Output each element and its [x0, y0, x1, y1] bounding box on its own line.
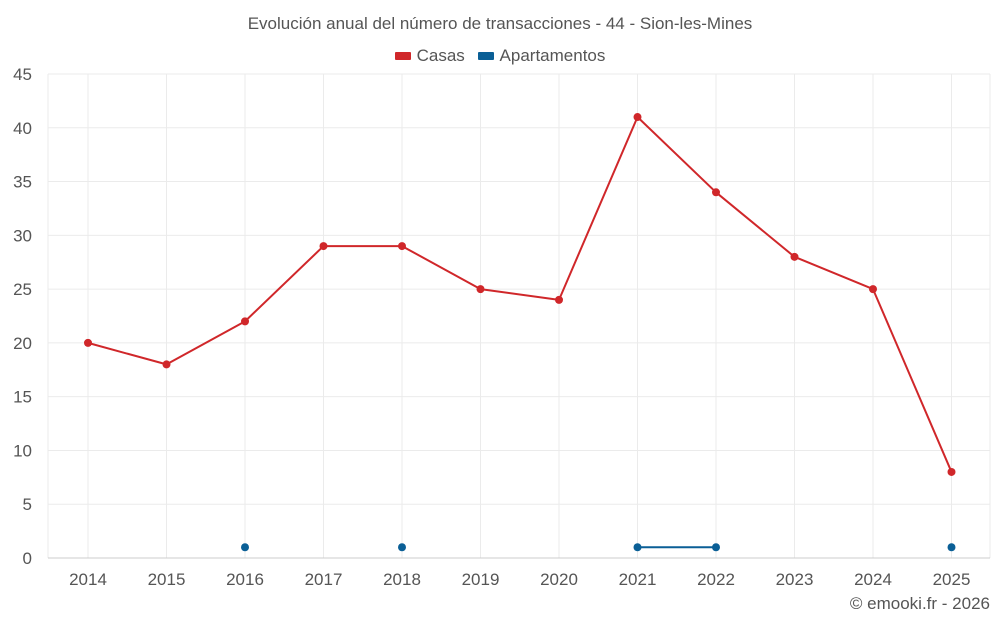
data-point-casas: [869, 285, 877, 294]
data-point-apartamentos: [241, 543, 249, 552]
data-point-casas: [84, 338, 92, 347]
y-tick-label: 30: [13, 226, 32, 245]
series-line-casas: [244, 245, 325, 323]
y-tick-label: 40: [13, 119, 32, 138]
data-point-casas: [790, 252, 799, 261]
y-tick-label: 0: [23, 549, 32, 568]
data-point-casas: [712, 188, 720, 197]
legend-swatch-apartamentos: [477, 52, 494, 60]
series-line-casas: [87, 341, 168, 366]
legend-item-casas[interactable]: Casas: [394, 46, 465, 66]
legend-label-apartamentos: Apartamentos: [499, 46, 606, 65]
data-point-casas: [319, 242, 328, 251]
legend-item-apartamentos[interactable]: Apartamentos: [477, 46, 606, 66]
x-tick-label: 2019: [462, 570, 500, 589]
data-point-apartamentos: [947, 543, 956, 552]
x-tick-label: 2020: [540, 570, 578, 589]
x-tick-label: 2015: [148, 570, 186, 589]
data-point-casas: [476, 285, 485, 294]
data-point-apartamentos: [398, 543, 406, 552]
chart-title: Evolución anual del número de transaccio…: [247, 14, 753, 33]
x-tick-label: 2025: [933, 570, 971, 589]
series-line-casas: [715, 191, 796, 258]
data-point-casas: [162, 360, 171, 369]
y-tick-label: 45: [13, 65, 32, 84]
series-line-casas: [558, 116, 639, 301]
x-tick-label: 2023: [776, 570, 814, 589]
series-line-casas: [165, 320, 246, 366]
x-tick-label: 2022: [697, 570, 735, 589]
y-tick-label: 20: [13, 334, 32, 353]
data-point-casas: [398, 242, 406, 251]
data-point-casas: [947, 467, 956, 476]
data-point-casas: [241, 317, 249, 326]
legend: Casas Apartamentos: [0, 45, 1000, 66]
x-tick-label: 2016: [226, 570, 264, 589]
series-line-casas: [479, 288, 560, 301]
y-tick-label: 25: [13, 280, 32, 299]
x-tick-label: 2017: [305, 570, 343, 589]
y-tick-label: 35: [13, 173, 32, 192]
legend-swatch-casas: [394, 52, 411, 60]
data-point-casas: [555, 295, 563, 304]
x-tick-label: 2021: [619, 570, 657, 589]
series-line-casas: [636, 116, 717, 194]
x-tick-label: 2014: [69, 570, 107, 589]
data-point-casas: [633, 113, 642, 122]
y-tick-label: 5: [23, 495, 32, 514]
x-tick-label: 2024: [854, 570, 892, 589]
data-point-apartamentos: [633, 543, 642, 552]
series-line-casas: [793, 255, 874, 291]
series-line-casas: [401, 245, 482, 291]
legend-label-casas: Casas: [416, 46, 465, 65]
credit-text: © emooki.fr - 2026: [849, 594, 990, 613]
data-point-apartamentos: [712, 543, 720, 552]
y-tick-label: 15: [13, 388, 32, 407]
x-tick-label: 2018: [383, 570, 421, 589]
y-tick-label: 10: [13, 441, 32, 460]
series-line-casas: [872, 288, 953, 473]
